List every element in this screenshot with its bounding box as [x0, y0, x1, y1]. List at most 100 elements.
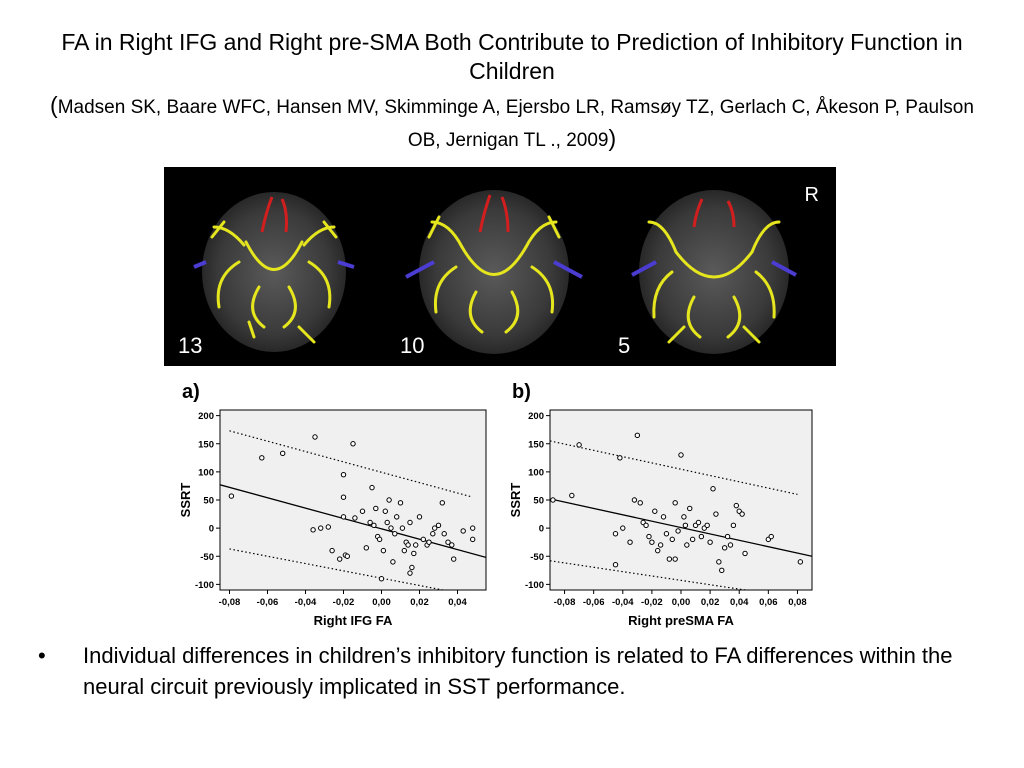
data-point — [352, 515, 358, 521]
data-point — [426, 539, 432, 545]
confidence-lower-line — [229, 548, 447, 590]
data-point — [344, 553, 351, 559]
data-point — [569, 492, 575, 499]
data-point — [380, 547, 387, 554]
plot-marks — [550, 432, 812, 590]
data-point — [407, 570, 413, 576]
scatter-chart-b: b) -100 -50 0 50 100 150 200 -0,08 -0,06 -0,04 -0,0… — [500, 376, 820, 636]
y-tick-label: 0 — [209, 524, 214, 535]
data-point — [401, 547, 408, 554]
data-point — [707, 539, 713, 545]
slice-label-1: 13 — [178, 333, 202, 358]
data-point — [649, 539, 655, 545]
x-tick-label: 0,00 — [672, 597, 691, 608]
y-tick-label: 0 — [539, 524, 544, 535]
bullet-text: Individual differences in children’s inh… — [83, 643, 953, 699]
data-point — [445, 539, 451, 545]
data-point — [576, 442, 582, 448]
scatter-chart-a: a) -100 -50 0 50 100 150 200 -0,08 -0,06 -0,04 -0,0… — [170, 376, 490, 636]
data-point — [724, 533, 731, 540]
x-tick-label: -0,02 — [641, 597, 663, 608]
data-point — [721, 545, 728, 551]
data-point — [666, 556, 673, 562]
scatter-chart-b-svg: b) -100 -50 0 50 100 150 200 -0,08 -0,06 -0,04 -0,0… — [508, 381, 813, 628]
x-tick-label: 0,04 — [730, 597, 749, 608]
data-point — [392, 531, 398, 537]
data-point — [369, 484, 375, 491]
data-point — [435, 522, 442, 529]
data-point — [730, 522, 737, 529]
data-point — [470, 536, 476, 543]
citation-open-paren: ( — [50, 92, 58, 118]
data-point — [652, 508, 658, 514]
y-tick-label: -100 — [195, 580, 214, 591]
data-point — [739, 511, 745, 517]
data-point — [376, 536, 383, 543]
data-point — [710, 486, 716, 492]
data-point — [470, 525, 476, 531]
data-point — [617, 455, 623, 461]
bullet-symbol: • — [38, 643, 46, 668]
data-point — [742, 550, 748, 557]
plot-area — [219, 409, 487, 591]
data-point — [259, 455, 265, 461]
data-point — [704, 522, 710, 529]
x-tick-label: -0,02 — [333, 597, 355, 608]
data-point — [399, 525, 406, 531]
x-axis-label: Right IFG FA — [314, 613, 393, 628]
data-point — [430, 531, 436, 537]
data-point — [637, 500, 643, 506]
data-point — [325, 524, 332, 530]
x-tick-label: -0,06 — [583, 597, 605, 608]
data-point — [678, 452, 684, 458]
data-point — [550, 497, 556, 503]
brain-slice-13 — [193, 192, 355, 352]
data-point — [620, 525, 626, 531]
slice-label-3: 5 — [618, 333, 630, 358]
x-tick-label: -0,08 — [219, 597, 241, 608]
y-tick-label: 200 — [198, 411, 214, 422]
x-tick-label: 0,04 — [448, 597, 467, 608]
data-point — [451, 556, 457, 562]
data-point — [689, 536, 696, 543]
data-point — [727, 542, 734, 548]
data-point — [394, 514, 400, 520]
data-point — [643, 522, 649, 529]
data-point — [386, 497, 392, 503]
data-point — [655, 547, 661, 554]
y-tick-label: 100 — [528, 467, 544, 478]
data-point — [733, 502, 740, 509]
x-tick-label: 0,06 — [759, 597, 778, 608]
scatter-chart-a-svg: a) -100 -50 0 50 100 150 200 -0,08 -0,06 -0,04 -0,0… — [178, 381, 487, 628]
y-tick-label: 50 — [533, 496, 544, 507]
data-point — [698, 533, 705, 540]
brain-slice-5 — [631, 190, 797, 354]
data-point — [340, 514, 347, 520]
data-point — [681, 514, 687, 520]
data-point — [340, 494, 347, 500]
data-point — [409, 564, 415, 571]
y-tick-label: -50 — [530, 552, 544, 563]
data-point — [695, 519, 702, 526]
regression-line — [550, 498, 812, 557]
data-point — [384, 519, 390, 526]
data-point — [367, 519, 373, 526]
data-point — [359, 508, 366, 514]
data-point — [631, 497, 638, 503]
data-point — [411, 550, 417, 557]
data-point — [420, 536, 427, 543]
brain-slice-10 — [405, 190, 583, 354]
data-point — [672, 500, 678, 506]
orientation-label: R — [805, 184, 819, 206]
data-point — [373, 505, 379, 512]
x-tick-label: 0,02 — [410, 597, 429, 608]
data-point — [228, 493, 235, 499]
data-point — [634, 432, 641, 439]
data-point — [350, 441, 356, 447]
plot-marks — [220, 430, 486, 590]
x-tick-label: -0,04 — [295, 597, 317, 608]
data-point — [337, 556, 343, 562]
data-point — [687, 505, 693, 512]
x-tick-label: 0,08 — [788, 597, 807, 608]
data-point — [439, 500, 445, 506]
